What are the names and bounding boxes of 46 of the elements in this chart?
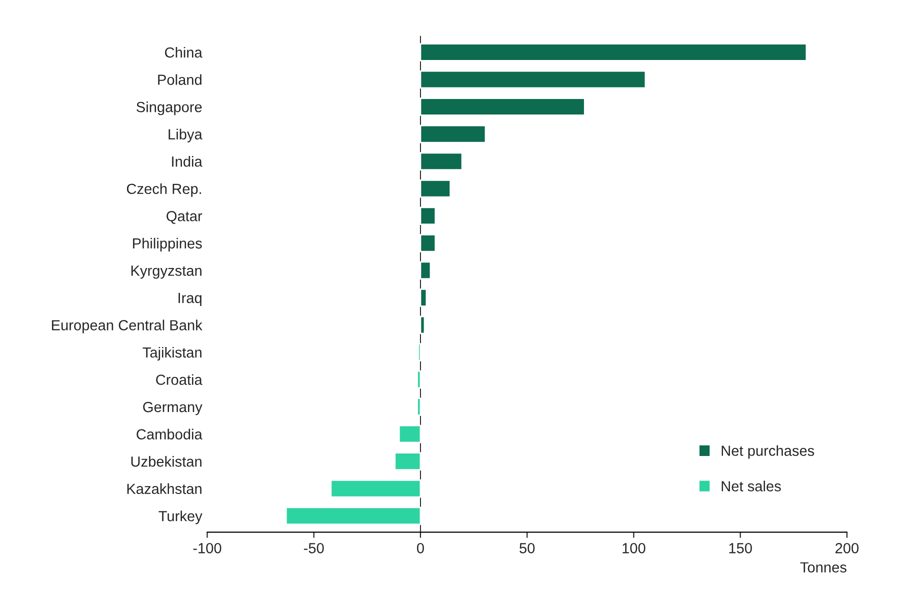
x-tick-label: 150 [729,543,752,554]
bar [420,261,432,280]
bar [330,479,422,498]
bar [420,70,646,89]
y-tick-label: Germany [143,402,202,416]
bar [420,206,436,226]
x-tick-label: 50 [520,543,535,554]
bar [420,98,586,116]
bar [420,43,808,62]
x-tick-label: 100 [622,543,646,554]
bar [420,124,486,144]
x-tick-label: -100 [193,543,222,554]
bar [416,370,422,389]
bar [285,506,422,526]
x-tick-label: -50 [304,543,324,554]
y-tick-label: Iraq [178,292,202,306]
bar [394,452,422,470]
y-tick-label: Poland [158,74,202,85]
y-tick-label: India [172,156,202,167]
y-tick-label: Singapore [136,102,202,116]
y-tick-label: Turkey [158,510,202,524]
legend-label: Net purchases [722,445,814,459]
bar [420,316,426,334]
bar [420,179,452,198]
bar [416,398,422,416]
bar [420,152,463,170]
y-tick-label: Croatia [156,374,202,385]
y-tick-label: European Central Bank [52,320,202,334]
y-tick-label: Libya [168,128,202,142]
x-axis-title: Tonnes [800,562,846,572]
y-tick-label: Tajikistan [142,346,202,361]
bar [398,424,422,444]
bar [420,234,436,252]
y-tick-label: China [165,46,202,58]
legend-label: Net sales [722,480,781,492]
y-tick-label: Kazakhstan [127,483,202,494]
y-tick-label: Qatar [166,210,202,224]
y-tick-label: Philippines [133,238,202,252]
y-tick-label: Czech Rep. [126,183,202,197]
bar [418,343,422,362]
bar [420,288,428,307]
x-tick-label: 200 [836,543,859,554]
y-tick-label: Uzbekistan [131,456,202,467]
y-tick-label: Kyrgyzstan [131,266,202,279]
x-tick-label: 0 [416,543,424,554]
y-tick-label: Cambodia [136,428,202,440]
